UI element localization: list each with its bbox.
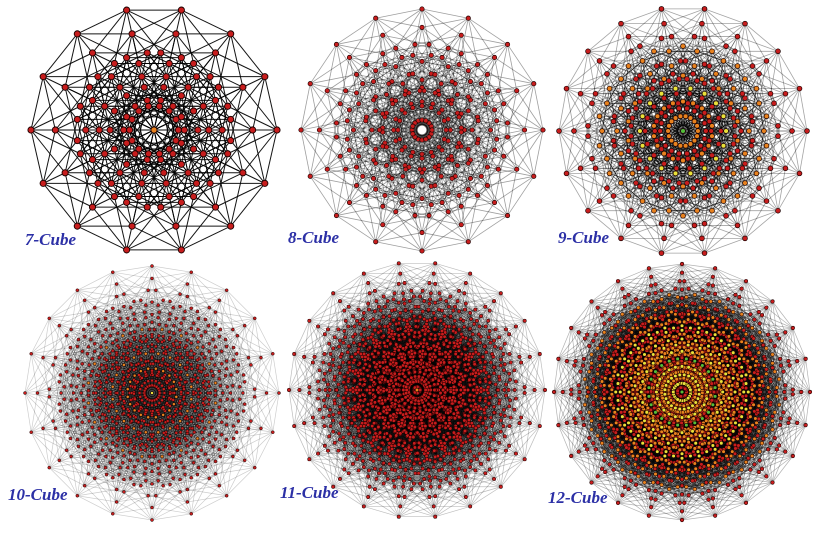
graph-10-cube-canvas (19, 260, 285, 526)
graph-8-cube-canvas (295, 3, 549, 257)
graph-12-cube-canvas (548, 258, 816, 526)
panel-9-cube (553, 1, 813, 261)
label-11-cube: 11-Cube (280, 483, 339, 502)
panel-12-cube (548, 258, 816, 526)
label-10-cube: 10-Cube (8, 485, 68, 504)
graph-7-cube-canvas (25, 1, 283, 259)
label-8-cube: 8-Cube (288, 228, 339, 247)
panel-8-cube (295, 3, 549, 257)
panel-10-cube (19, 260, 285, 526)
panel-7-cube (25, 1, 283, 259)
label-7-cube: 7-Cube (25, 230, 76, 249)
graph-9-cube-canvas (553, 1, 813, 261)
panel-11-cube (283, 256, 551, 524)
label-12-cube: 12-Cube (548, 488, 608, 507)
graph-11-cube-canvas (283, 256, 551, 524)
label-9-cube: 9-Cube (558, 228, 609, 247)
